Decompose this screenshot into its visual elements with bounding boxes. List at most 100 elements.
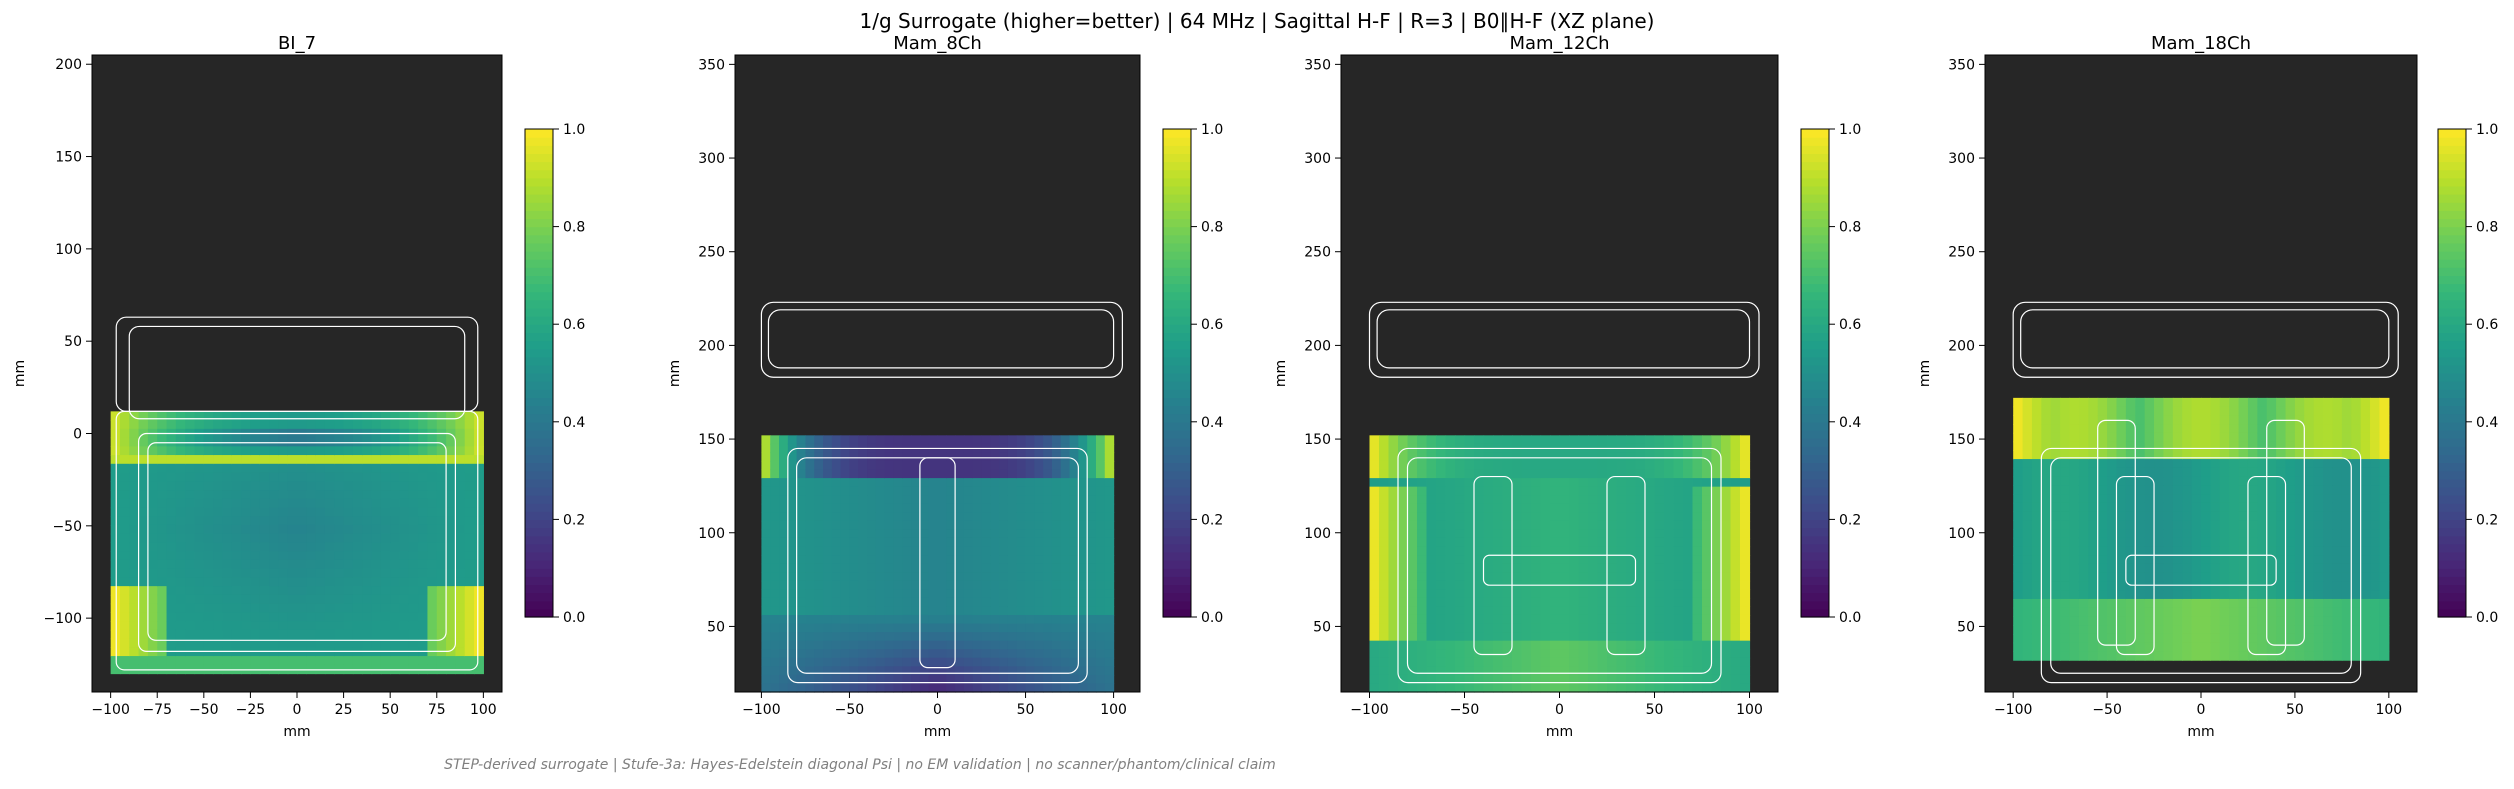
y-tick-label: 200: [1304, 338, 1331, 354]
y-tick-label: 100: [55, 242, 82, 258]
x-tick-label: −50: [2092, 702, 2122, 718]
y-axis-label: mm: [12, 360, 28, 387]
colorbar-tick-label: 0.6: [1201, 317, 1223, 333]
x-tick-label: 50: [1646, 702, 1664, 718]
coil-loop-outline: [2040, 447, 2362, 684]
coil-loop-outline: [787, 447, 1088, 684]
colorbar: 0.0 0.2 0.4 0.6 0.8 1.0: [524, 122, 585, 626]
colorbar-tick-label: 0.2: [1839, 512, 1861, 528]
x-axis-label: mm: [2187, 724, 2214, 740]
x-axis-label: mm: [283, 724, 310, 740]
housing-outline: [760, 301, 1123, 378]
colorbar-tick-label: 0.8: [2476, 220, 2498, 236]
housing-outline: [1376, 309, 1751, 369]
housing-outline: [767, 309, 1115, 369]
figure-footer: STEP-derived surrogate | Stufe-3a: Hayes…: [444, 757, 1276, 773]
x-tick-label: −50: [835, 702, 865, 718]
x-tick-label: 50: [381, 702, 399, 718]
coil-outline: [2012, 301, 2399, 684]
coil-loop-outline: [1406, 457, 1713, 674]
colorbar-tick-label: 0.8: [1201, 220, 1223, 236]
colorbar-tick-label: 0.2: [563, 512, 585, 528]
y-tick-label: 150: [1304, 432, 1331, 448]
colorbar-tick-label: 1.0: [1201, 122, 1223, 138]
colorbar-tick-label: 1.0: [2476, 122, 2498, 138]
y-tick-label: 100: [1304, 526, 1331, 542]
x-tick-label: 50: [1017, 702, 1035, 718]
coil-loop-outline: [1473, 475, 1513, 656]
y-tick-label: 50: [1957, 619, 1975, 635]
y-tick-label: 300: [1948, 151, 1975, 167]
housing-outline: [2012, 301, 2399, 378]
y-tick-label: 200: [55, 57, 82, 73]
x-tick-label: 0: [293, 702, 302, 718]
y-tick-label: 150: [55, 150, 82, 166]
panel-title: Mam_18Ch: [2151, 33, 2251, 54]
coil-loop-outline: [2050, 457, 2352, 674]
panel-title: BI_7: [278, 33, 316, 54]
x-tick-label: 25: [335, 702, 353, 718]
coil-loop-outline: [2266, 419, 2305, 646]
y-tick-label: 0: [73, 427, 82, 443]
colorbar-tick-label: 0.4: [563, 415, 585, 431]
colorbar-frame: [524, 128, 554, 618]
x-tick-label: −50: [189, 702, 219, 718]
y-tick-label: −100: [44, 611, 82, 627]
colorbar: 0.0 0.2 0.4 0.6 0.8 1.0: [1162, 122, 1223, 626]
colorbar-tick-label: 0.6: [1839, 317, 1861, 333]
colorbar-tick-label: 1.0: [1839, 122, 1861, 138]
y-tick-label: 50: [1313, 619, 1331, 635]
y-tick-label: 150: [698, 432, 725, 448]
x-tick-label: −100: [91, 702, 129, 718]
housing-outline: [2020, 309, 2390, 369]
x-tick-label: −50: [1450, 702, 1480, 718]
colorbar-tick-label: 1.0: [563, 122, 585, 138]
x-tick-label: 100: [2375, 702, 2402, 718]
housing-outline: [1368, 301, 1760, 378]
x-tick-label: −100: [742, 702, 780, 718]
panel-3: Mam_12Ch −100 −50 0 50 100 50 100 150 200 250 300 35…: [1273, 33, 1861, 740]
colorbar-tick-label: 0.6: [563, 317, 585, 333]
colorbar-tick-label: 0.0: [1201, 610, 1223, 626]
figure-suptitle: 1/g Surrogate (higher=better) | 64 MHz |…: [859, 9, 1655, 33]
y-tick-label: 250: [698, 245, 725, 261]
x-axis-label: mm: [924, 724, 951, 740]
x-tick-label: 100: [1100, 702, 1127, 718]
colorbar-frame: [1162, 128, 1192, 618]
panel-title: Mam_12Ch: [1510, 33, 1610, 54]
coil-loop-outline: [137, 432, 457, 652]
coil-outline: [760, 301, 1123, 684]
colorbar-tick-label: 0.0: [1839, 610, 1861, 626]
y-tick-label: 300: [698, 151, 725, 167]
colorbar-tick-label: 0.4: [2476, 415, 2498, 431]
y-tick-label: 150: [1948, 432, 1975, 448]
colorbar-frame: [2437, 128, 2467, 618]
x-tick-label: −100: [1350, 702, 1388, 718]
y-tick-label: 350: [698, 57, 725, 73]
colorbar-tick-label: 0.2: [2476, 512, 2498, 528]
y-axis-label: mm: [1917, 360, 1933, 387]
colorbar-tick-label: 0.2: [1201, 512, 1223, 528]
y-tick-label: 200: [698, 338, 725, 354]
panel-4: Mam_18Ch −100 −50 0 50 100 50 100 150 200 250 300 35…: [1917, 33, 2498, 740]
coil-loop-outline: [1397, 447, 1722, 684]
coil-loop-outline: [1482, 554, 1637, 586]
y-tick-label: −50: [52, 519, 82, 535]
x-tick-label: 50: [2286, 702, 2304, 718]
y-tick-label: 350: [1948, 57, 1975, 73]
x-tick-label: 0: [933, 702, 942, 718]
y-tick-label: 200: [1948, 338, 1975, 354]
x-tick-label: 75: [428, 702, 446, 718]
y-tick-label: 100: [698, 526, 725, 542]
colorbar-tick-label: 0.6: [2476, 317, 2498, 333]
coil-loop-outline: [147, 442, 447, 641]
x-tick-label: 0: [1555, 702, 1564, 718]
colorbar: 0.0 0.2 0.4 0.6 0.8 1.0: [1800, 122, 1861, 626]
housing-outline: [128, 325, 466, 420]
panel-2: Mam_8Ch −100 −50 0 50 100 50 100 150 200 250 300 350…: [667, 33, 1223, 740]
colorbar-tick-label: 0.8: [563, 220, 585, 236]
x-tick-label: 0: [2197, 702, 2206, 718]
x-tick-label: 100: [1736, 702, 1763, 718]
y-tick-label: 50: [64, 334, 82, 350]
y-axis-label: mm: [1273, 360, 1289, 387]
